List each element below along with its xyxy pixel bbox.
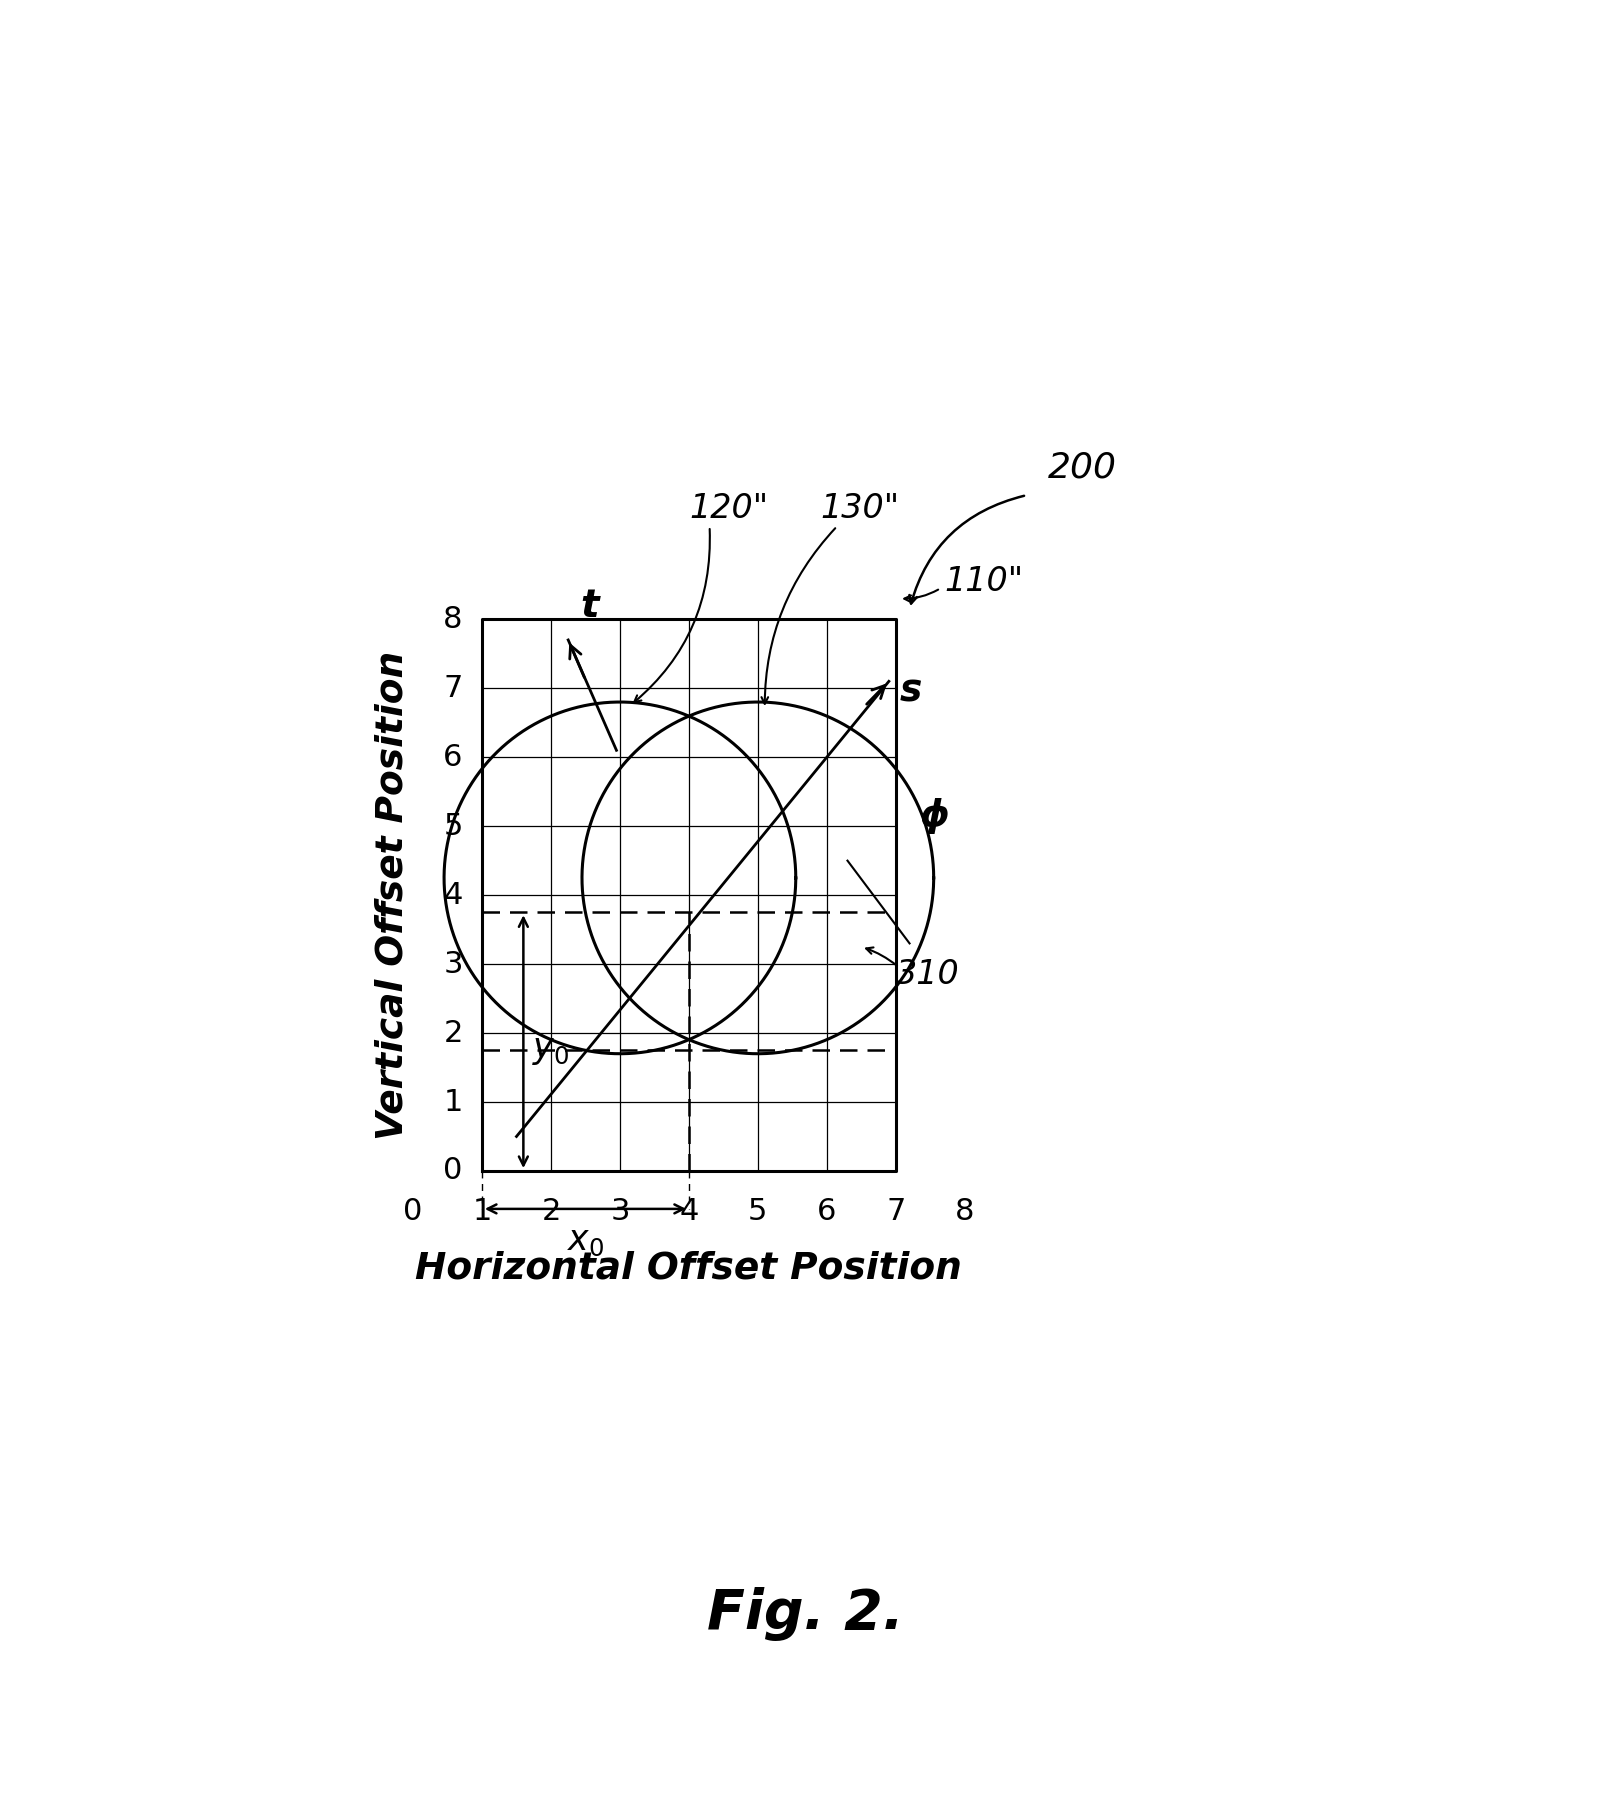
Text: 7: 7	[886, 1198, 905, 1226]
Text: 4: 4	[679, 1198, 699, 1226]
Text: ϕ: ϕ	[919, 798, 950, 834]
Text: $x_0$: $x_0$	[567, 1225, 604, 1259]
Text: 1: 1	[472, 1198, 491, 1226]
Text: 5: 5	[443, 812, 462, 841]
Text: 0: 0	[443, 1156, 462, 1185]
Text: 200: 200	[1048, 450, 1116, 484]
Text: 110": 110"	[943, 565, 1024, 597]
Text: 8: 8	[443, 604, 462, 633]
Text: 130": 130"	[819, 493, 898, 525]
Text: Fig. 2.: Fig. 2.	[707, 1587, 903, 1641]
Text: 1: 1	[443, 1088, 462, 1117]
Text: 2: 2	[541, 1198, 560, 1226]
Text: 0: 0	[404, 1198, 423, 1226]
Text: Horizontal Offset Position: Horizontal Offset Position	[415, 1250, 963, 1286]
Text: Vertical Offset Position: Vertical Offset Position	[375, 651, 411, 1140]
Text: s: s	[900, 674, 921, 710]
Text: 6: 6	[443, 742, 462, 771]
Text: 3: 3	[443, 950, 462, 979]
Text: 5: 5	[749, 1198, 768, 1226]
Text: 120": 120"	[689, 493, 768, 525]
Text: 3: 3	[610, 1198, 630, 1226]
Text: 6: 6	[818, 1198, 837, 1226]
Text: 4: 4	[443, 880, 462, 909]
Text: 310: 310	[895, 957, 960, 992]
Text: t: t	[581, 586, 599, 624]
Text: 8: 8	[955, 1198, 974, 1226]
Text: 2: 2	[443, 1018, 462, 1047]
Text: 7: 7	[443, 674, 462, 703]
Text: $y_0$: $y_0$	[531, 1033, 568, 1067]
